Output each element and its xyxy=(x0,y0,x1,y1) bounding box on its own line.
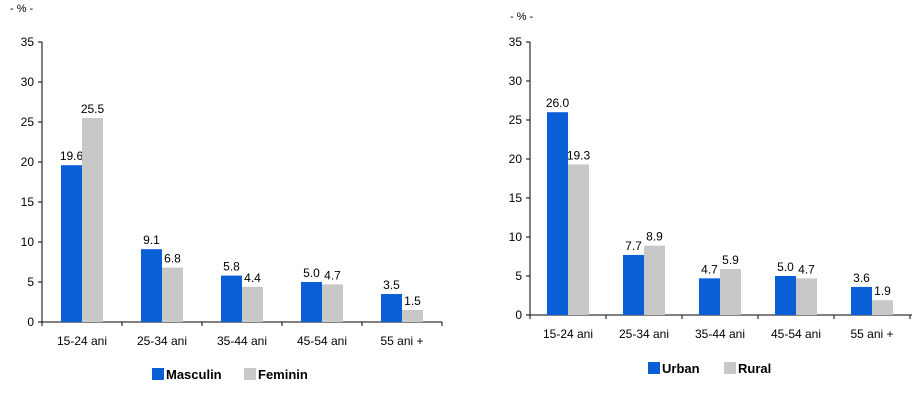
bar-masculin xyxy=(381,294,402,322)
x-category-label: 45-54 ani xyxy=(297,334,347,348)
x-category-label: 35-44 ani xyxy=(695,327,745,341)
y-tick-label: 25 xyxy=(509,113,523,127)
data-label: 3.5 xyxy=(383,278,400,292)
x-category-label: 55 ani + xyxy=(380,334,423,348)
bar-rural xyxy=(568,164,589,315)
bar-urban xyxy=(547,112,568,315)
y-tick-label: 15 xyxy=(509,191,523,205)
data-label: 5.0 xyxy=(777,260,794,274)
data-label: 5.0 xyxy=(303,266,320,280)
legend-label: Feminin xyxy=(258,367,308,382)
data-label: 7.7 xyxy=(625,239,642,253)
legend-swatch xyxy=(152,368,164,380)
data-label: 8.9 xyxy=(646,230,663,244)
bar-urban xyxy=(851,286,872,315)
bar-rural xyxy=(720,268,741,315)
chart-unemployment-by-area: - % - 0 5 10 15 20 25 30 35 15-24 ani 26.0 19.3 25-3… xyxy=(509,11,912,376)
y-tick-label: 15 xyxy=(21,195,35,209)
unit-label: - % - xyxy=(10,3,34,15)
unit-label: - % - xyxy=(510,11,534,23)
y-tick-label: 35 xyxy=(21,35,35,49)
x-category-label: 35-44 ani xyxy=(217,334,267,348)
y-tick-label: 20 xyxy=(509,152,523,166)
data-label: 4.7 xyxy=(798,262,815,276)
legend-label: Rural xyxy=(738,361,771,376)
legend-label: Masculin xyxy=(166,367,222,382)
bar-rural xyxy=(872,300,893,315)
y-tick-label: 10 xyxy=(21,235,35,249)
bar-masculin xyxy=(221,275,242,322)
bar-masculin xyxy=(61,165,82,322)
bar-masculin xyxy=(141,249,162,322)
y-tick-label: 5 xyxy=(27,275,34,289)
bar-feminin xyxy=(162,267,183,322)
data-label: 26.0 xyxy=(546,96,570,110)
bar-urban xyxy=(699,278,720,315)
y-tick-label: 30 xyxy=(21,75,35,89)
y-tick-label: 35 xyxy=(509,35,523,49)
legend-swatch xyxy=(724,362,736,374)
data-label: 4.7 xyxy=(324,268,341,282)
x-category-label: 15-24 ani xyxy=(57,334,107,348)
bar-feminin xyxy=(402,310,423,322)
y-tick-label: 0 xyxy=(515,308,522,322)
bar-feminin xyxy=(242,286,263,322)
y-tick-label: 20 xyxy=(21,155,35,169)
y-tick-label: 0 xyxy=(27,315,34,329)
bar-urban xyxy=(623,254,644,315)
data-label: 4.4 xyxy=(244,271,261,285)
legend-swatch xyxy=(244,368,256,380)
bar-masculin xyxy=(301,282,322,322)
data-label: 9.1 xyxy=(143,233,160,247)
chart-unemployment-by-sex: - % - 0 5 10 15 20 25 30 35 15-24 ani 19.6 25.5 25-3… xyxy=(10,3,443,382)
y-tick-label: 30 xyxy=(509,74,523,88)
data-label: 5.9 xyxy=(722,253,739,267)
bar-feminin xyxy=(322,284,343,322)
y-tick-label: 10 xyxy=(509,230,523,244)
legend-label: Urban xyxy=(662,361,700,376)
data-label: 1.9 xyxy=(874,284,891,298)
y-tick-label: 5 xyxy=(515,269,522,283)
data-label: 3.6 xyxy=(853,271,870,285)
data-label: 4.7 xyxy=(701,262,718,276)
bar-urban xyxy=(775,276,796,315)
x-category-label: 25-34 ani xyxy=(619,327,669,341)
bar-rural xyxy=(644,245,665,315)
x-category-label: 25-34 ani xyxy=(137,334,187,348)
data-label: 5.8 xyxy=(223,260,240,274)
data-label: 6.8 xyxy=(164,252,181,266)
data-label: 19.3 xyxy=(567,148,591,162)
y-tick-label: 25 xyxy=(21,115,35,129)
data-label: 25.5 xyxy=(81,102,105,116)
data-label: 1.5 xyxy=(404,294,421,308)
x-category-label: 15-24 ani xyxy=(543,327,593,341)
data-label: 19.6 xyxy=(60,149,84,163)
bar-feminin xyxy=(82,118,103,322)
x-category-label: 55 ani + xyxy=(850,327,893,341)
legend-swatch xyxy=(648,362,660,374)
bar-rural xyxy=(796,278,817,315)
x-category-label: 45-54 ani xyxy=(771,327,821,341)
